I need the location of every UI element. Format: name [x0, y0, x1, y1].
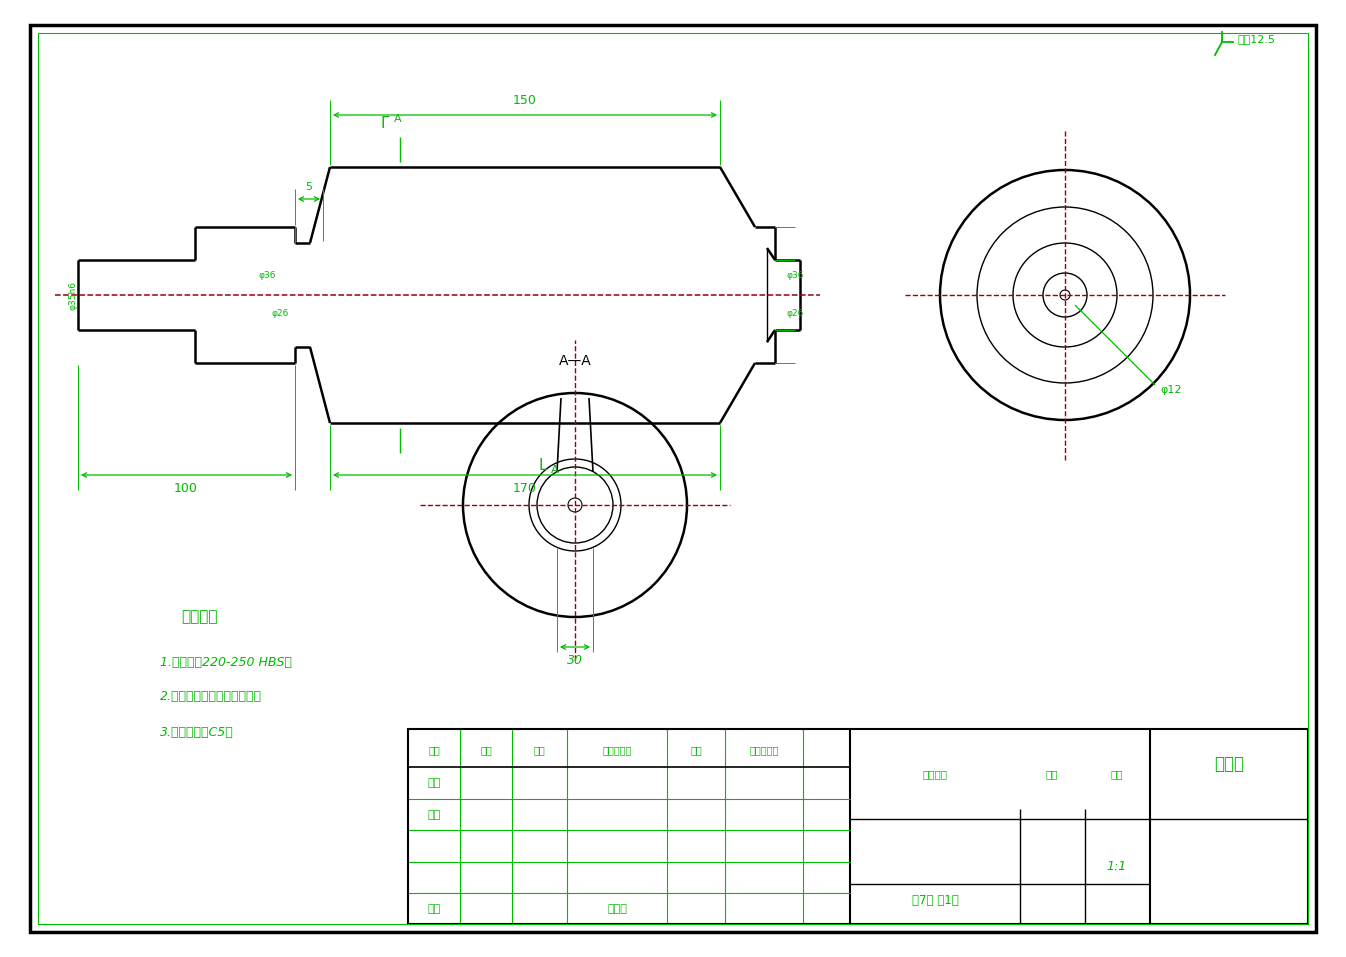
Text: 1:1: 1:1 — [1106, 860, 1127, 874]
Text: 设计: 设计 — [428, 904, 440, 914]
Text: 签名: 签名 — [690, 745, 701, 755]
Text: Γ: Γ — [381, 116, 389, 130]
Text: 比例: 比例 — [1110, 769, 1124, 779]
Text: 标记: 标记 — [428, 745, 440, 755]
Text: 年、月、日: 年、月、日 — [750, 745, 779, 755]
Text: 审核: 审核 — [428, 810, 440, 820]
Text: A: A — [394, 114, 402, 124]
Text: 1.调质处理220-250 HBS。: 1.调质处理220-250 HBS。 — [160, 656, 292, 669]
Text: 5: 5 — [306, 182, 312, 192]
Text: 阶段标识: 阶段标识 — [922, 769, 948, 779]
Text: φ26: φ26 — [786, 308, 804, 318]
Text: 处数: 处数 — [481, 745, 491, 755]
Text: 100: 100 — [174, 482, 198, 496]
Bar — [408, 729, 1308, 924]
Text: 分区: 分区 — [533, 745, 545, 755]
Text: A—A: A—A — [559, 354, 591, 368]
Text: 重量: 重量 — [1046, 769, 1058, 779]
Text: 更改文件号: 更改文件号 — [602, 745, 631, 755]
Text: φ36: φ36 — [258, 271, 276, 279]
Text: 技术要求: 技术要求 — [182, 610, 218, 625]
Text: 3.未注倒角为C5。: 3.未注倒角为C5。 — [160, 725, 234, 739]
Text: 标准化: 标准化 — [607, 904, 627, 914]
Text: 工艺: 工艺 — [428, 778, 440, 788]
Text: A: A — [552, 465, 559, 475]
Text: 150: 150 — [513, 95, 537, 107]
Text: φ26: φ26 — [272, 308, 288, 318]
Text: φ35h6: φ35h6 — [69, 280, 78, 309]
Text: φ12: φ12 — [1160, 385, 1182, 395]
Text: 2.各个表面均不得留有毛刺。: 2.各个表面均不得留有毛刺。 — [160, 691, 262, 703]
Text: φ36: φ36 — [786, 271, 804, 279]
Text: L: L — [538, 457, 548, 473]
Text: 170: 170 — [513, 482, 537, 496]
Text: 30: 30 — [567, 655, 583, 667]
Text: 横封辊: 横封辊 — [1214, 755, 1244, 773]
Text: 共7张 第1张: 共7张 第1张 — [911, 895, 958, 907]
Text: 其余12.5: 其余12.5 — [1237, 34, 1275, 44]
